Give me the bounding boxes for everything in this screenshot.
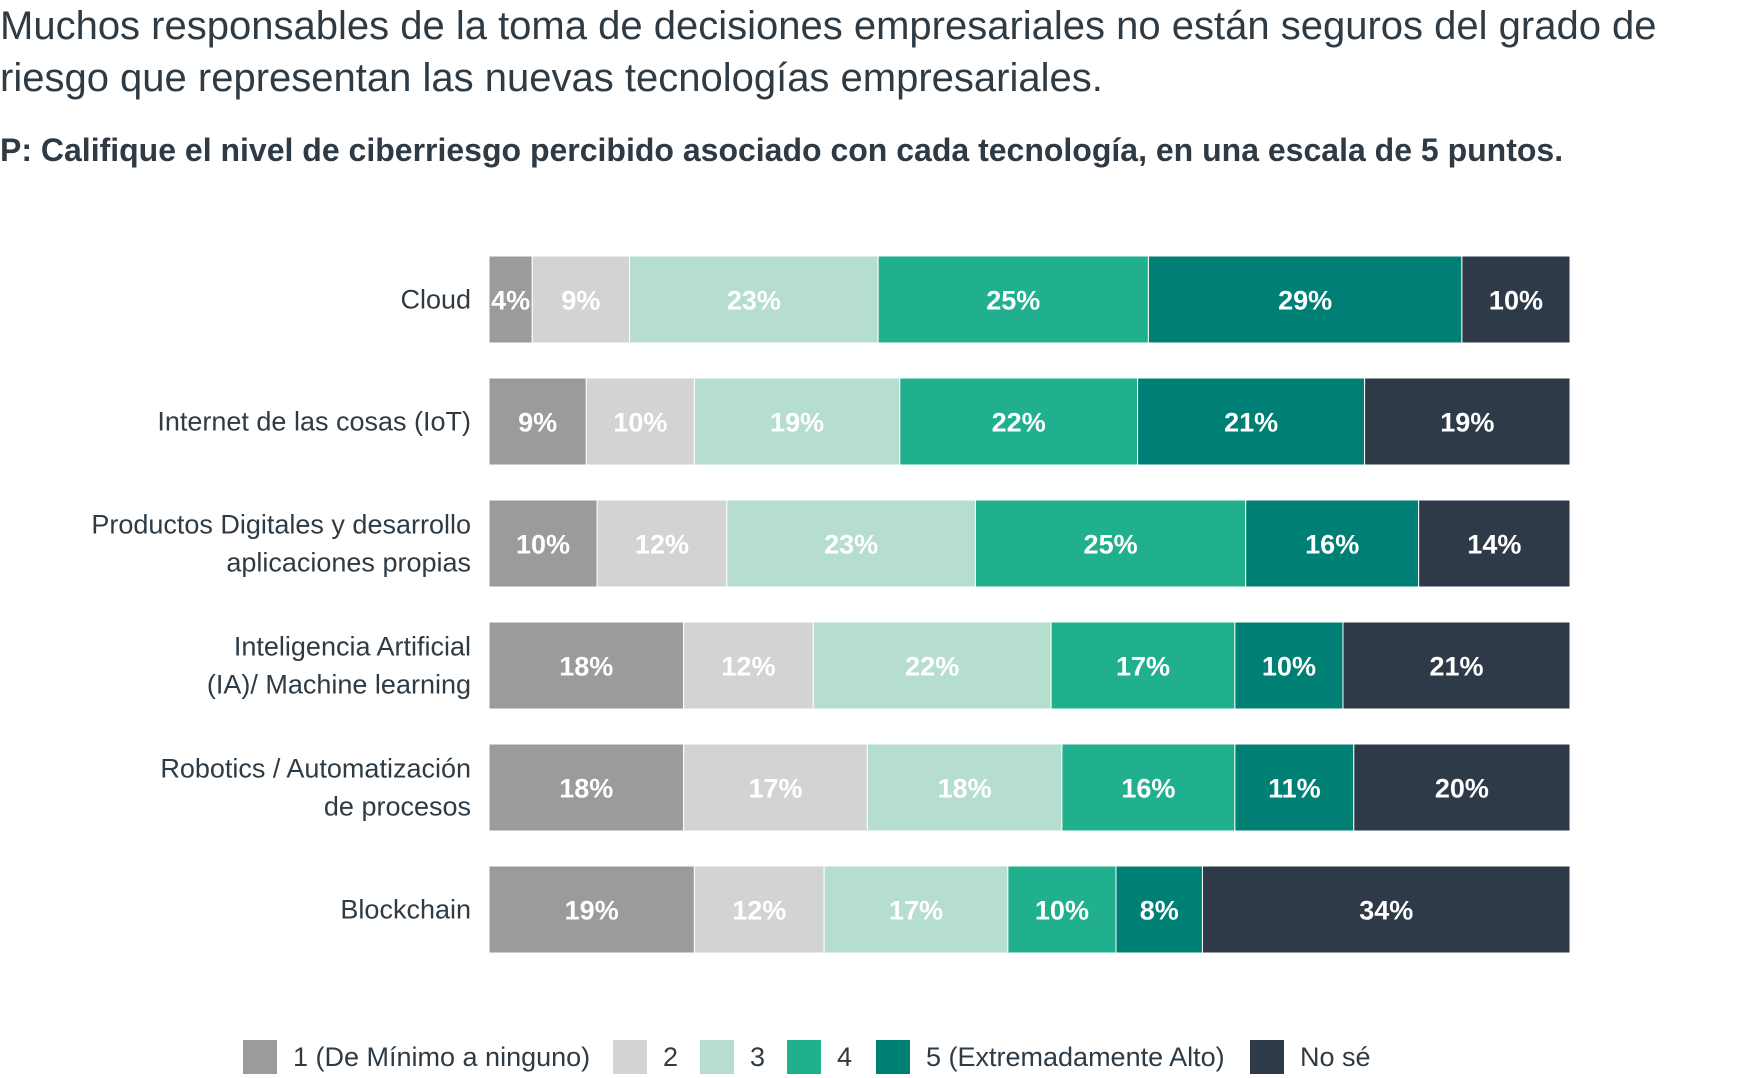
category-label: Cloud (400, 285, 471, 315)
legend-swatch (613, 1040, 647, 1074)
legend-swatch (700, 1040, 734, 1074)
legend-label: 1 (De Mínimo a ninguno) (293, 1041, 591, 1072)
data-label: 4% (491, 286, 530, 316)
bar-segment (1234, 621, 1344, 710)
data-label: 12% (732, 896, 786, 926)
category-label: Robotics / Automatización de procesos (160, 754, 471, 822)
bar-segment (1342, 621, 1571, 710)
data-label: 22% (992, 408, 1046, 438)
data-label: 10% (516, 530, 570, 560)
bar-segment (693, 377, 901, 466)
data-label: 34% (1359, 896, 1413, 926)
bar-segment (488, 621, 685, 710)
bar-segment (488, 499, 598, 588)
legend-item: 2 (613, 1040, 678, 1074)
bar-segment (726, 499, 976, 588)
data-label: 21% (1429, 652, 1483, 682)
data-label: 17% (748, 774, 802, 804)
bar-segment (596, 499, 728, 588)
legend-item: No sé (1250, 1040, 1371, 1074)
legend-swatch (1250, 1040, 1284, 1074)
bar-segment (1245, 499, 1420, 588)
data-label: 23% (727, 286, 781, 316)
data-label: 20% (1435, 774, 1489, 804)
data-label: 16% (1121, 774, 1175, 804)
bar-segment (1050, 621, 1236, 710)
data-label: 9% (518, 408, 557, 438)
bar-segment (488, 865, 695, 954)
data-label: 18% (559, 652, 613, 682)
bar-segment (1353, 743, 1571, 832)
bar-segment (1115, 865, 1203, 954)
category-label: Productos Digitales y desarrollo aplicaci… (91, 510, 471, 578)
bar-segment (866, 743, 1063, 832)
data-label: 25% (1084, 530, 1138, 560)
bar-segment (1061, 743, 1236, 832)
legend-swatch (876, 1040, 910, 1074)
bar-segment (629, 255, 879, 344)
bar-segment (585, 377, 695, 466)
data-label: 14% (1467, 530, 1521, 560)
bar-segment (877, 255, 1149, 344)
bar-segment (531, 255, 631, 344)
chart-legend: 1 (De Mínimo a ninguno) 2 3 4 5 (Extremadame… (0, 1040, 1755, 1074)
bar-segment (812, 621, 1052, 710)
data-label: 19% (565, 896, 619, 926)
bar-segment (488, 743, 685, 832)
bar-segment (974, 499, 1247, 588)
data-label: 18% (938, 774, 992, 804)
data-label: 22% (905, 652, 959, 682)
chart-subtitle: P: Califique el nivel de ciberriesgo per… (0, 132, 1564, 168)
legend-item: 1 (De Mínimo a ninguno) (243, 1040, 590, 1074)
bar-segment (1137, 377, 1366, 466)
data-label: 10% (613, 408, 667, 438)
data-label: 29% (1278, 286, 1332, 316)
legend-swatch (243, 1040, 277, 1074)
data-label: 10% (1489, 286, 1543, 316)
data-label: 16% (1305, 530, 1359, 560)
data-label: 9% (561, 286, 600, 316)
legend-label: 4 (837, 1041, 853, 1072)
data-label: 10% (1262, 652, 1316, 682)
legend-label: No sé (1300, 1041, 1371, 1072)
data-label: 17% (1116, 652, 1170, 682)
bar-segment (1461, 255, 1571, 344)
bar-segment (1418, 499, 1571, 588)
bar-segment (1007, 865, 1117, 954)
bar-segment (1364, 377, 1571, 466)
category-label: Internet de las cosas (IoT) (157, 407, 471, 437)
data-label: 25% (986, 286, 1040, 316)
data-label: 19% (1440, 408, 1494, 438)
chart-title: Muchos responsables de la toma de decisi… (0, 4, 1657, 100)
data-label: 8% (1140, 896, 1179, 926)
data-label: 10% (1035, 896, 1089, 926)
bar-segment (1147, 255, 1463, 344)
data-label: 19% (770, 408, 824, 438)
category-label: Blockchain (340, 895, 471, 925)
data-label: 17% (889, 896, 943, 926)
bar-segment (693, 865, 825, 954)
category-label: Inteligencia Artificial (IA)/ Machine lea… (207, 632, 471, 700)
bar-segment (899, 377, 1139, 466)
bar-segment (823, 865, 1009, 954)
bar-segment (1201, 865, 1571, 954)
legend-label: 2 (663, 1041, 679, 1072)
data-label: 12% (721, 652, 775, 682)
legend-swatch (787, 1040, 821, 1074)
legend-item: 3 (700, 1040, 765, 1074)
data-label: 12% (635, 530, 689, 560)
data-label: 11% (1268, 774, 1321, 804)
data-label: 21% (1224, 408, 1278, 438)
legend-item: 5 (Extremadamente Alto) (876, 1040, 1225, 1074)
legend-label: 3 (750, 1041, 766, 1072)
legend-label: 5 (Extremadamente Alto) (926, 1041, 1225, 1072)
legend-item: 4 (787, 1040, 852, 1074)
bar-segment (488, 377, 587, 466)
data-label: 18% (559, 774, 613, 804)
stacked-bar-chart: Cloud 4% 9% 23% 25% 29% 10% Internet de las cos… (91, 255, 1571, 954)
data-label: 23% (824, 530, 878, 560)
bar-segment (683, 743, 868, 832)
